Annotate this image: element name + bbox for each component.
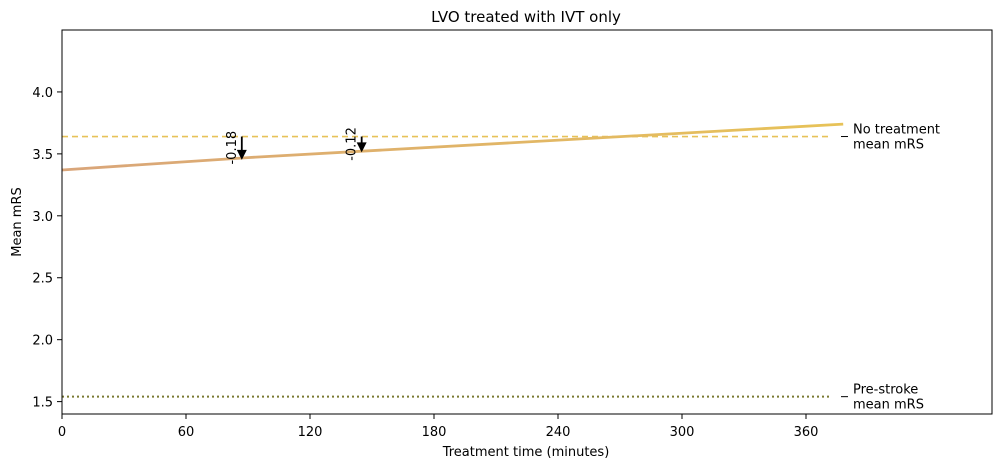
reference-label-1-line-2: mean mRS xyxy=(853,138,924,153)
y-tick-label-3.0: 3.0 xyxy=(32,210,53,225)
series-line xyxy=(61,122,844,172)
annotation-arrow-head-1 xyxy=(236,149,247,160)
x-tick-label-0: 0 xyxy=(58,425,66,440)
axes: 0 60 120 180 240 300 360 1.5 2.0 2.5 3.0 3.5 4.0 xyxy=(32,29,993,440)
x-tick-label-60: 60 xyxy=(178,425,195,440)
x-tick-label-180: 180 xyxy=(422,425,447,440)
plot-frame xyxy=(61,29,993,415)
annotation-label-1: -0.18 xyxy=(225,131,240,165)
x-tick-label-120: 120 xyxy=(298,425,323,440)
reference-label-2-line-2: mean mRS xyxy=(853,398,924,413)
chart-title: LVO treated with IVT only xyxy=(431,8,621,26)
y-tick-label-2.0: 2.0 xyxy=(32,334,53,349)
x-tick-label-300: 300 xyxy=(670,425,695,440)
y-tick-label-1.5: 1.5 xyxy=(32,396,53,411)
reference-label-1-line-1: No treatment xyxy=(853,123,940,138)
x-axis-label: Treatment time (minutes) xyxy=(442,445,610,460)
annotation-label-2: -0.12 xyxy=(345,127,360,161)
y-tick-label-3.5: 3.5 xyxy=(32,148,53,163)
y-axis-label: Mean mRS xyxy=(10,187,25,257)
reference-label-2-line-1: Pre-stroke xyxy=(853,383,918,398)
x-tick-label-360: 360 xyxy=(794,425,819,440)
y-tick-label-2.5: 2.5 xyxy=(32,272,53,287)
x-tick-label-240: 240 xyxy=(546,425,571,440)
annotation-arrow-head-2 xyxy=(356,142,367,153)
y-tick-label-4.0: 4.0 xyxy=(32,86,53,101)
